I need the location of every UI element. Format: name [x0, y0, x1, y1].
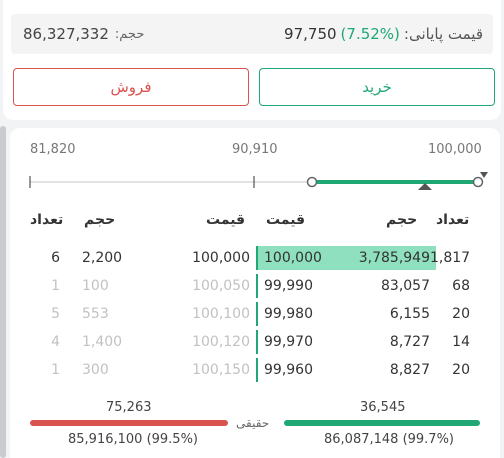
price-scale-min: 81,820: [30, 142, 76, 157]
realtime-label: حقیقی: [236, 416, 270, 430]
sell-volume: 2,200: [82, 250, 123, 266]
sell-price: 100,000: [192, 250, 250, 266]
volume-label: حجم:: [114, 26, 145, 42]
header-buy-count: تعداد: [436, 212, 470, 228]
header-buy-volume: حجم: [386, 212, 418, 228]
max-price-marker-icon: [480, 172, 488, 178]
realtime-buy-bar: [284, 420, 480, 426]
realtime-sell-volume: 85,916,100 (99.5%): [68, 432, 199, 447]
buy-price: 99,990: [264, 278, 313, 294]
buy-volume: 8,827: [389, 362, 430, 378]
sell-count: 4: [51, 334, 60, 350]
order-row[interactable]: 1,817 3,785,949 100,000 100,000 2,200 6: [10, 244, 500, 272]
sell-price: 100,120: [192, 334, 250, 350]
order-row[interactable]: 20 8,827 99,960 100,150 300 1: [10, 356, 500, 384]
buy-volume: 83,057: [381, 278, 430, 294]
buy-depth-bar: [256, 274, 258, 298]
current-price-marker-icon: [418, 183, 432, 190]
final-price-label: قیمت پایانی:: [403, 25, 483, 43]
sell-volume: 300: [82, 362, 109, 378]
buy-price: 99,970: [264, 334, 313, 350]
buy-price: 100,000: [264, 250, 322, 266]
sell-volume: 553: [82, 306, 109, 322]
buy-count: 20: [452, 306, 470, 322]
summary-bar: قیمت پایانی: (7.52%) 97,750 حجم: 86,327,…: [11, 14, 493, 54]
sell-button[interactable]: فروش: [13, 68, 249, 106]
slider-handle-low[interactable]: [306, 176, 318, 188]
sell-count: 1: [51, 362, 60, 378]
final-price-value: 97,750: [284, 25, 337, 43]
buy-depth-bar: [256, 358, 258, 382]
buy-count: 20: [452, 362, 470, 378]
header-sell-price: قیمت: [206, 212, 246, 228]
sell-price: 100,050: [192, 278, 250, 294]
final-price: قیمت پایانی: (7.52%) 97,750: [284, 14, 483, 54]
order-row[interactable]: 20 6,155 99,980 100,100 553 5: [10, 300, 500, 328]
sell-count: 1: [51, 278, 60, 294]
price-scale-max: 100,000: [428, 142, 482, 157]
order-row[interactable]: 68 83,057 99,990 100,050 100 1: [10, 272, 500, 300]
header-buy-price: قیمت: [266, 212, 306, 228]
buy-volume: 3,785,949: [358, 250, 430, 266]
buy-price: 99,980: [264, 306, 313, 322]
buy-button[interactable]: خرید: [259, 68, 495, 106]
buy-count: 1,817: [430, 250, 471, 266]
slider-handle-high[interactable]: [472, 176, 484, 188]
sell-volume: 1,400: [82, 334, 123, 350]
buy-depth-bar: [256, 246, 436, 270]
buy-count: 68: [452, 278, 470, 294]
buy-price: 99,960: [264, 362, 313, 378]
volume-value: 86,327,332: [23, 25, 109, 43]
order-row[interactable]: 14 8,727 99,970 100,120 1,400 4: [10, 328, 500, 356]
price-scale-mid: 90,910: [232, 142, 278, 157]
order-book-rows: 1,817 3,785,949 100,000 100,000 2,200 6 …: [10, 244, 500, 384]
sell-volume: 100: [82, 278, 109, 294]
sell-price: 100,150: [192, 362, 250, 378]
buy-depth-bar: [256, 302, 258, 326]
buy-depth-bar: [256, 330, 258, 354]
header-sell-volume: حجم: [84, 212, 116, 228]
price-range-slider[interactable]: [10, 164, 500, 194]
order-book-card: 81,820 90,910 100,000 تعداد حجم قیمت قیم…: [10, 128, 500, 458]
volume: حجم: 86,327,332: [23, 14, 144, 54]
top-card: قیمت پایانی: (7.52%) 97,750 حجم: 86,327,…: [3, 0, 501, 120]
realtime-sell-count: 75,263: [106, 400, 152, 415]
buy-volume: 6,155: [389, 306, 430, 322]
sell-count: 5: [51, 306, 60, 322]
header-sell-count: تعداد: [30, 212, 64, 228]
sell-count: 6: [51, 250, 60, 266]
sell-price: 100,100: [192, 306, 250, 322]
realtime-buy-volume: 86,087,148 (99.7%): [324, 432, 455, 447]
buy-volume: 8,727: [389, 334, 430, 350]
realtime-sell-bar: [30, 420, 228, 426]
scroll-indicator: [0, 126, 6, 458]
buy-count: 14: [452, 334, 470, 350]
final-price-change: (7.52%): [340, 25, 400, 43]
realtime-buy-count: 36,545: [360, 400, 406, 415]
